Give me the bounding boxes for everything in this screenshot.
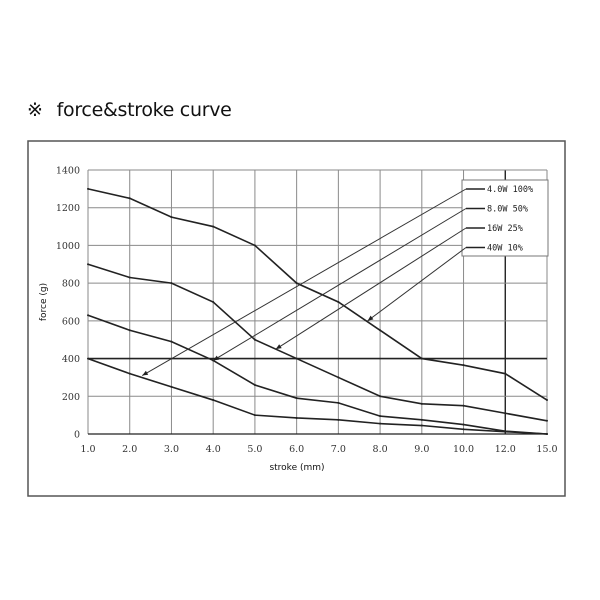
data-point [504, 412, 507, 415]
data-point [170, 340, 173, 343]
y-tick-label: 600 [62, 316, 80, 327]
legend-label: 16W 25% [487, 224, 523, 234]
data-point [253, 244, 256, 247]
data-point [128, 329, 131, 332]
series-line [87, 314, 548, 435]
data-point [295, 397, 298, 400]
data-point [87, 314, 89, 317]
data-point [87, 263, 89, 266]
data-point [462, 423, 465, 426]
series-line [87, 357, 548, 435]
x-tick-label: 2.0 [122, 444, 137, 455]
data-point [462, 428, 465, 431]
legend-arrow-line [367, 247, 467, 322]
data-point [128, 276, 131, 279]
data-point [87, 357, 89, 360]
legend-label: 8.0W 50% [487, 205, 528, 215]
data-point [128, 372, 131, 375]
legend-label: 40W 10% [487, 244, 523, 254]
y-tick-label: 400 [62, 354, 80, 365]
data-point [420, 402, 423, 405]
legend: 4.0W 100% 8.0W 50% 16W 25% 40W 10% [141, 179, 549, 376]
series-line [87, 263, 548, 422]
legend-box [461, 179, 549, 257]
arrowhead-icon [275, 344, 282, 350]
y-tick-label: 200 [62, 392, 80, 403]
arrowhead-icon [213, 355, 220, 361]
chart-heading: ※ force&stroke curve [27, 99, 232, 121]
data-point [170, 282, 173, 285]
data-point [295, 416, 298, 419]
data-point [462, 364, 465, 367]
data-point [546, 433, 548, 435]
data-point [128, 197, 131, 200]
y-axis-label: force (g) [39, 283, 49, 321]
x-tick-label: 10.0 [453, 444, 474, 455]
data-point [379, 422, 382, 425]
x-tick-label: 7.0 [331, 444, 346, 455]
data-point [212, 225, 215, 228]
x-tick-label: 9.0 [414, 444, 429, 455]
legend-arrow-line [275, 227, 467, 350]
data-point [546, 419, 548, 422]
y-tick-label: 1400 [56, 166, 80, 177]
x-tick-label: 4.0 [206, 444, 221, 455]
data-point [170, 385, 173, 388]
arrowhead-icon [142, 370, 149, 376]
x-tick-label: 5.0 [247, 444, 262, 455]
x-tick-label: 12.0 [495, 444, 516, 455]
data-point [295, 357, 298, 360]
x-tick-label: 3.0 [164, 444, 179, 455]
series-line [87, 188, 548, 401]
y-tick-label: 800 [62, 279, 80, 290]
data-point [337, 418, 340, 421]
x-tick-label: 8.0 [373, 444, 388, 455]
x-tick-label: 15.0 [536, 444, 557, 455]
y-tick-label: 1200 [56, 203, 80, 214]
heading-text: force&stroke curve [56, 99, 232, 121]
reference-mark-icon: ※ [27, 99, 43, 121]
data-point [379, 415, 382, 418]
data-point [504, 372, 507, 375]
data-point [337, 376, 340, 379]
data-point [379, 395, 382, 398]
y-tick-label: 0 [74, 430, 80, 441]
y-tick-label: 1000 [56, 241, 80, 252]
series-lines [87, 187, 548, 435]
x-tick-label: 6.0 [289, 444, 304, 455]
legend-arrow-line [212, 208, 467, 361]
data-point [337, 301, 340, 303]
legend-label: 4.0W 100% [487, 185, 533, 195]
data-point [462, 404, 465, 407]
data-point [337, 401, 340, 404]
data-point [212, 301, 215, 303]
data-point [253, 383, 256, 386]
data-point [87, 187, 89, 190]
x-axis-label: stroke (mm) [269, 463, 324, 473]
data-point [253, 414, 256, 417]
tick-labels: 1.0 2.0 3.0 4.0 5.0 6.0 7.0 8.0 9.0 10.0 12.0 15.0 0… [56, 166, 558, 456]
legend-arrow-line [141, 188, 467, 376]
data-point [420, 424, 423, 427]
data-point [420, 418, 423, 421]
data-point [170, 216, 173, 219]
data-point [379, 329, 382, 332]
data-point [253, 338, 256, 341]
data-point [504, 430, 507, 433]
data-point [420, 357, 423, 360]
arrowhead-icon [367, 315, 374, 321]
data-point [212, 399, 215, 402]
data-point [295, 282, 298, 285]
x-tick-label: 1.0 [80, 444, 95, 455]
data-point [546, 399, 548, 402]
